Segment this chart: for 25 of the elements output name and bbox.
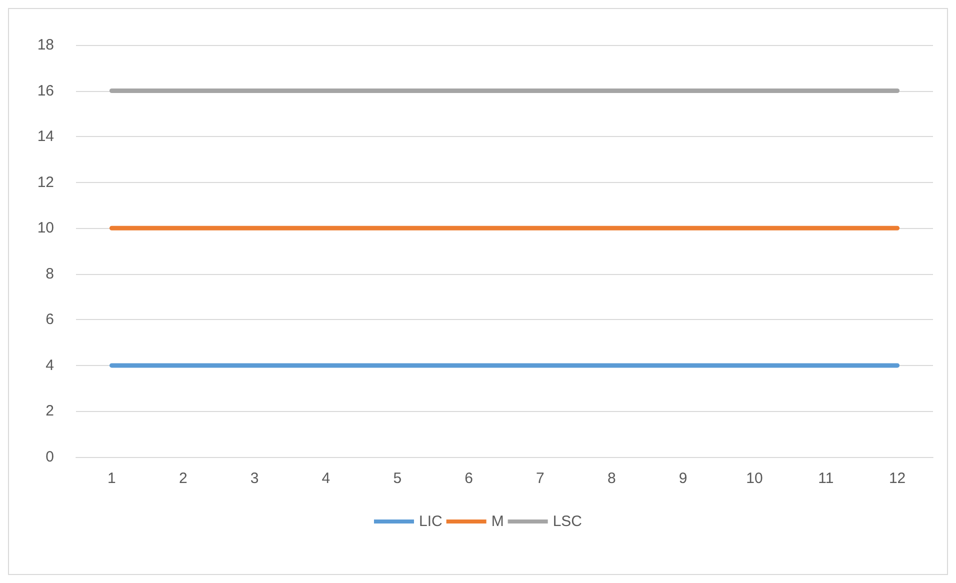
y-tick-label: 14 [37, 128, 54, 146]
legend-label: M [491, 513, 504, 530]
y-tick-label: 6 [46, 311, 54, 328]
x-tick-label: 9 [678, 470, 688, 487]
x-tick-label: 2 [178, 470, 188, 487]
x-tick-label: 8 [607, 470, 616, 487]
legend-label: LSC [552, 513, 582, 530]
y-tick-label: 4 [46, 356, 54, 374]
x-tick-label: 11 [818, 470, 834, 487]
y-tick-label: 0 [46, 448, 54, 466]
y-tick-label: 8 [46, 265, 54, 282]
x-tick-label: 3 [250, 470, 259, 487]
y-tick-label: 2 [46, 402, 54, 420]
y-tick-label: 16 [37, 82, 54, 100]
x-tick-label: 4 [322, 470, 330, 487]
x-tick-label: 7 [536, 470, 544, 487]
x-tick-label: 10 [746, 470, 763, 487]
x-tick-label: 6 [464, 470, 473, 487]
y-tick-label: 10 [37, 220, 54, 237]
legend-label: LIC [418, 513, 442, 530]
x-tick-label: 5 [393, 470, 402, 487]
x-tick-label: 1 [108, 470, 116, 487]
y-tick-label: 12 [37, 174, 54, 191]
x-tick-label: 12 [888, 470, 906, 487]
y-tick-label: 18 [37, 36, 54, 54]
